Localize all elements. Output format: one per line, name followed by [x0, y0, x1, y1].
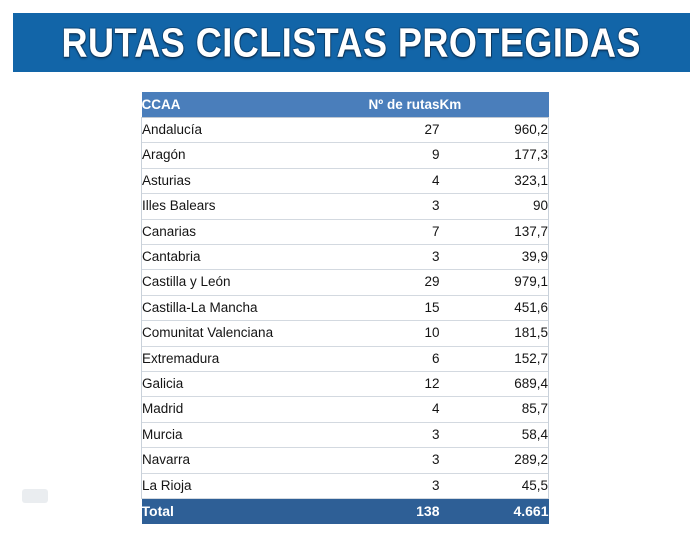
cell-km: 45,5 [439, 473, 549, 499]
table-row: Illes Balears 3 90 [141, 193, 549, 220]
cycling-routes-table: CCAA Nº de rutas Km Andalucía 27 960,2 Arag… [141, 92, 549, 525]
cell-km: 137,7 [439, 219, 549, 245]
cell-km: 979,1 [439, 269, 549, 296]
cell-km: 689,4 [439, 371, 549, 397]
cell-ccaa: La Rioja [141, 473, 335, 499]
cell-ccaa: Castilla-La Mancha [141, 295, 335, 321]
table-row: Galicia 12 689,4 [141, 371, 549, 397]
table-row: Andalucía 27 960,2 [141, 117, 549, 143]
cell-km: 323,1 [439, 168, 549, 194]
cell-km: 90 [439, 193, 549, 220]
table-row: Comunitat Valenciana 10 181,5 [141, 320, 549, 347]
total-row: Total 138 4.661 [141, 498, 549, 525]
cell-km: 152,7 [439, 346, 549, 372]
cell-rutas: 10 [424, 325, 440, 341]
page-title-text: RUTAS CICLISTAS PROTEGIDAS [61, 19, 642, 65]
cell-km: 39,9 [439, 244, 549, 270]
cell-rutas: 15 [424, 299, 440, 315]
table-row: La Rioja 3 45,5 [141, 473, 549, 499]
scan-artifact [22, 489, 48, 503]
cell-rutas: 27 [424, 122, 440, 137]
total-km-value: 4.661 [513, 503, 549, 520]
table-row: Madrid 4 85,7 [141, 396, 549, 423]
cell-rutas: 6 [431, 350, 440, 366]
cell-rutas: 3 [431, 426, 440, 442]
cell-rutas: 3 [431, 477, 440, 493]
table-row: Murcia 3 58,4 [141, 422, 549, 448]
title-banner: RUTAS CICLISTAS PROTEGIDAS [13, 13, 690, 72]
cell-km: 289,2 [439, 447, 549, 474]
table-row: Aragón 9 177,3 [141, 142, 549, 169]
table-row: Castilla-La Mancha 15 451,6 [141, 295, 549, 321]
cell-rutas: 4 [431, 172, 440, 188]
cell-ccaa: Cantabria [141, 244, 335, 270]
cell-km: 58,4 [439, 422, 549, 448]
cell-km: 177,3 [439, 142, 549, 169]
total-label: Total [141, 503, 174, 520]
cell-rutas: 4 [431, 401, 440, 417]
cell-ccaa: Andalucía [141, 117, 335, 143]
cell-rutas: 3 [431, 249, 440, 265]
table-row: Castilla y León 29 979,1 [141, 269, 549, 296]
cell-rutas: 29 [424, 274, 440, 290]
cell-ccaa: Comunitat Valenciana [141, 320, 335, 347]
page-title: RUTAS CICLISTAS PROTEGIDAS [13, 19, 690, 66]
cell-rutas: 3 [431, 198, 440, 214]
table-body: Andalucía 27 960,2 Aragón 9 177,3 Asturias 4 323… [141, 117, 549, 499]
table-row: Navarra 3 289,2 [141, 447, 549, 474]
cell-rutas: 7 [431, 223, 440, 239]
cell-ccaa: Madrid [141, 396, 335, 423]
cell-km: 85,7 [439, 396, 549, 423]
table-row: Canarias 7 137,7 [141, 219, 549, 245]
cell-ccaa: Galicia [141, 371, 335, 397]
cell-ccaa: Extremadura [141, 346, 335, 372]
total-rutas-value: 138 [416, 503, 440, 520]
cell-km: 451,6 [439, 295, 549, 321]
column-header-rutas: Nº de rutas [368, 97, 440, 112]
cell-ccaa: Asturias [141, 168, 335, 194]
cell-ccaa: Illes Balears [141, 193, 335, 220]
cell-rutas: 3 [431, 452, 440, 468]
table-row: Extremadura 6 152,7 [141, 346, 549, 372]
cell-ccaa: Canarias [141, 219, 335, 245]
cell-ccaa: Murcia [141, 422, 335, 448]
table-footer: Total 138 4.661 [141, 498, 549, 525]
column-header-km: Km [439, 97, 462, 112]
cell-ccaa: Aragón [141, 142, 335, 169]
table-row: Cantabria 3 39,9 [141, 244, 549, 270]
cell-ccaa: Navarra [141, 447, 335, 474]
table-header-row: CCAA Nº de rutas Km [141, 92, 549, 118]
cell-rutas: 12 [424, 376, 440, 392]
cell-rutas: 9 [431, 147, 440, 163]
cell-ccaa: Castilla y León [141, 269, 335, 296]
table-header: CCAA Nº de rutas Km [141, 92, 549, 118]
cell-km: 181,5 [439, 320, 549, 347]
cell-km: 960,2 [439, 117, 549, 143]
column-header-ccaa: CCAA [141, 97, 181, 112]
table-row: Asturias 4 323,1 [141, 168, 549, 194]
